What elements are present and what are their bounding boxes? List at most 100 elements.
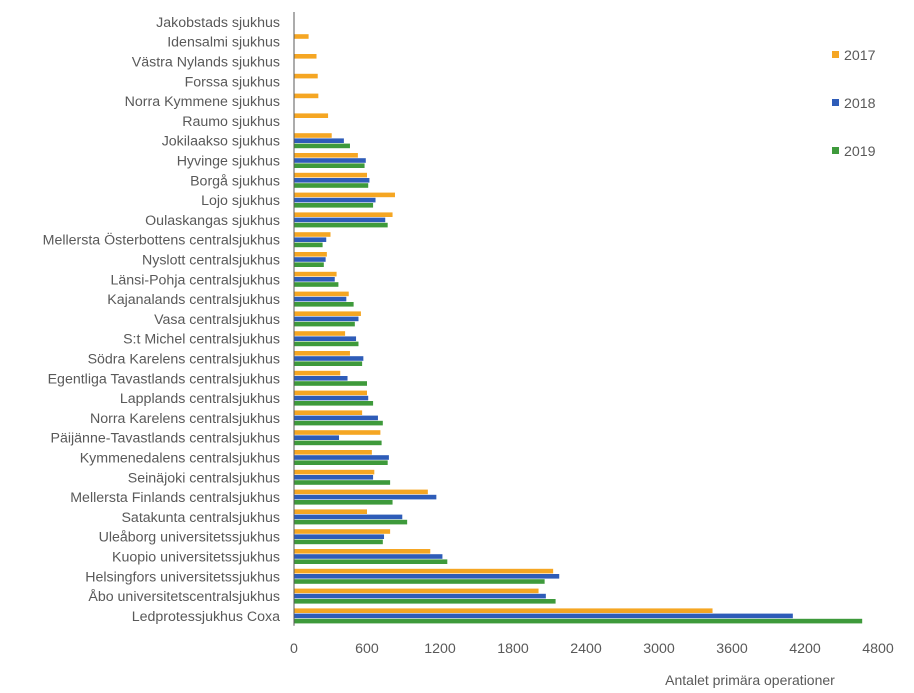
legend-swatch — [832, 51, 839, 58]
bar-2019 — [294, 618, 863, 624]
bar-2019 — [294, 500, 393, 505]
bar-2017 — [294, 271, 337, 277]
bar-2017 — [294, 133, 332, 138]
category-label: Lojo sjukhus — [201, 193, 280, 209]
bar-2018 — [294, 494, 437, 500]
bar-2018 — [294, 376, 348, 381]
x-tick-label: 1800 — [497, 641, 529, 657]
category-label: Åbo universitetscentralsjukhus — [88, 588, 280, 605]
bar-2017 — [294, 410, 363, 415]
bar-2018 — [294, 395, 369, 401]
bar-2019 — [294, 599, 556, 604]
bar-2017 — [294, 212, 393, 217]
bar-2019 — [294, 559, 448, 564]
bar-2017 — [294, 588, 539, 594]
bar-2018 — [294, 178, 370, 183]
bar-2019 — [294, 242, 323, 248]
category-label: Helsingfors universitetssjukhus — [85, 569, 280, 585]
category-label: Seinäjoki centralsjukhus — [128, 470, 280, 486]
category-label: Oulaskangas sjukhus — [145, 213, 280, 229]
category-label: Södra Karelens centralsjukhus — [88, 352, 280, 368]
category-label: Mellersta Finlands centralsjukhus — [70, 490, 280, 506]
bar-2017 — [294, 608, 713, 613]
bar-2019 — [294, 163, 365, 168]
bar-2018 — [294, 435, 340, 440]
bar-2017 — [294, 232, 331, 237]
bar-2018 — [294, 257, 326, 262]
category-label: Kymmenedalens centralsjukhus — [80, 451, 280, 467]
bar-2017 — [294, 469, 375, 475]
x-tick-label: 4200 — [789, 641, 821, 657]
bar-2019 — [294, 262, 324, 267]
bar-2019 — [294, 203, 374, 208]
bar-2017 — [294, 331, 346, 336]
bar-2018 — [294, 296, 347, 302]
bar-2019 — [294, 381, 367, 386]
legend-label: 2018 — [844, 96, 876, 112]
bar-2018 — [294, 475, 374, 480]
x-tick-label: 3600 — [716, 641, 748, 657]
bar-2018 — [294, 613, 793, 619]
bar-2018 — [294, 237, 327, 242]
bar-2017 — [294, 351, 350, 356]
legend-swatch — [832, 99, 839, 106]
bar-2017 — [294, 568, 554, 574]
category-label: Ledprotessjukhus Coxa — [132, 609, 280, 625]
bar-2019 — [294, 183, 369, 188]
category-label: Satakunta centralsjukhus — [121, 510, 280, 526]
category-label: Päijänne-Tavastlands centralsjukhus — [51, 431, 281, 447]
legend-label: 2019 — [844, 144, 876, 160]
category-label: Norra Kymmene sjukhus — [125, 94, 280, 110]
category-label: Uleåborg universitetssjukhus — [99, 530, 280, 546]
category-label: Vasa centralsjukhus — [154, 312, 280, 328]
bar-2017 — [294, 113, 329, 118]
category-label: Raumo sjukhus — [182, 114, 280, 130]
bar-2018 — [294, 277, 335, 282]
category-label: S:t Michel centralsjukhus — [123, 332, 280, 348]
bar-2017 — [294, 311, 361, 316]
category-label: Mellersta Österbottens centralsjukhus — [43, 231, 280, 249]
bar-2019 — [294, 401, 374, 406]
bar-2017 — [294, 509, 367, 514]
bar-2017 — [294, 153, 358, 158]
legend-swatch — [832, 147, 839, 154]
bar-2019 — [294, 282, 339, 287]
bar-2018 — [294, 415, 378, 421]
bar-2017 — [294, 370, 341, 376]
category-label: Norra Karelens centralsjukhus — [90, 411, 280, 427]
bar-2017 — [294, 54, 317, 59]
bar-2017 — [294, 192, 395, 198]
bar-2019 — [294, 519, 408, 525]
bar-2018 — [294, 514, 403, 520]
bar-2018 — [294, 158, 366, 163]
category-label: Jokilaakso sjukhus — [162, 134, 280, 150]
bar-2017 — [294, 34, 309, 39]
bar-2019 — [294, 321, 355, 327]
bar-2018 — [294, 138, 344, 143]
bar-2019 — [294, 420, 383, 426]
bar-2018 — [294, 356, 364, 361]
bar-2018 — [294, 455, 389, 460]
bar-2017 — [294, 450, 372, 455]
bar-2018 — [294, 554, 443, 559]
bar-2017 — [294, 73, 318, 79]
x-axis-label: Antalet primära operationer — [665, 672, 835, 688]
bar-2018 — [294, 593, 546, 599]
category-label: Jakobstads sjukhus — [156, 15, 280, 31]
category-label: Nyslott centralsjukhus — [142, 253, 280, 269]
bar-2019 — [294, 539, 383, 545]
bar-2019 — [294, 579, 545, 584]
bar-2017 — [294, 252, 327, 257]
category-label: Länsi-Pohja centralsjukhus — [110, 272, 280, 288]
category-label: Kuopio universitetssjukhus — [112, 550, 280, 566]
x-tick-label: 2400 — [570, 641, 602, 657]
category-label: Idensalmi sjukhus — [167, 35, 280, 51]
axis-layer: Jakobstads sjukhus Idensalmi sjukhus Västr… — [43, 12, 894, 657]
bar-2018 — [294, 217, 386, 223]
category-label: Lapplands centralsjukhus — [120, 391, 280, 407]
bar-2018 — [294, 197, 376, 203]
bar-2017 — [294, 291, 349, 297]
x-tick-label: 1200 — [424, 641, 456, 657]
bar-2018 — [294, 534, 385, 539]
